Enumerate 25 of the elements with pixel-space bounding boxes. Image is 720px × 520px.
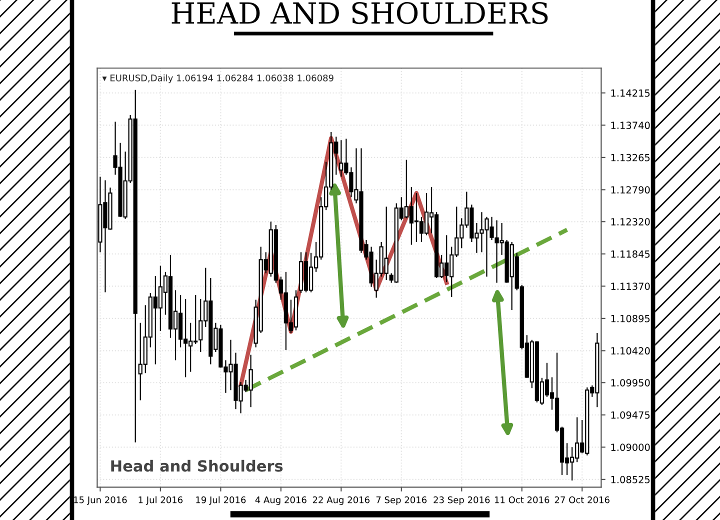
y-tick-label: 1.09475 <box>611 411 650 419</box>
annotation: ▾ EURUSD,Daily 1.06194 1.06284 1.06038 1.06089 <box>102 74 334 84</box>
y-tick-label: 1.13265 <box>611 154 650 162</box>
x-tick-label: 1 Jul 2016 <box>138 496 183 505</box>
x-tick-label: 15 Jun 2016 <box>74 496 127 505</box>
x-tick-label: 7 Sep 2016 <box>376 496 427 506</box>
annotation: Head and Shoulders <box>111 460 283 472</box>
y-tick-label: 1.08525 <box>611 476 650 484</box>
y-tick-label: 1.11845 <box>611 250 650 258</box>
y-tick-label: 1.10895 <box>611 314 650 322</box>
y-tick-label: 1.11370 <box>611 282 650 290</box>
y-tick-label: 1.12320 <box>611 218 650 226</box>
x-tick-label: 11 Oct 2016 <box>494 496 550 504</box>
y-tick-label: 1.10420 <box>611 347 650 355</box>
x-tick-label: 23 Sep 2016 <box>434 496 490 506</box>
y-tick-label: 1.09950 <box>611 379 650 386</box>
y-tick-label: 1.12790 <box>611 186 650 194</box>
x-tick-label: 19 Jul 2016 <box>196 496 246 505</box>
chart-title: HEAD AND SHOULDERS <box>172 2 548 24</box>
x-tick-label: 22 Aug 2016 <box>312 496 370 506</box>
x-tick-label: 4 Aug 2016 <box>255 496 306 506</box>
y-tick-label: 1.14215 <box>611 89 650 97</box>
y-tick-label: 1.13740 <box>611 122 650 130</box>
y-tick-label: 1.09000 <box>611 444 650 451</box>
x-tick-label: 27 Oct 2016 <box>554 496 610 504</box>
